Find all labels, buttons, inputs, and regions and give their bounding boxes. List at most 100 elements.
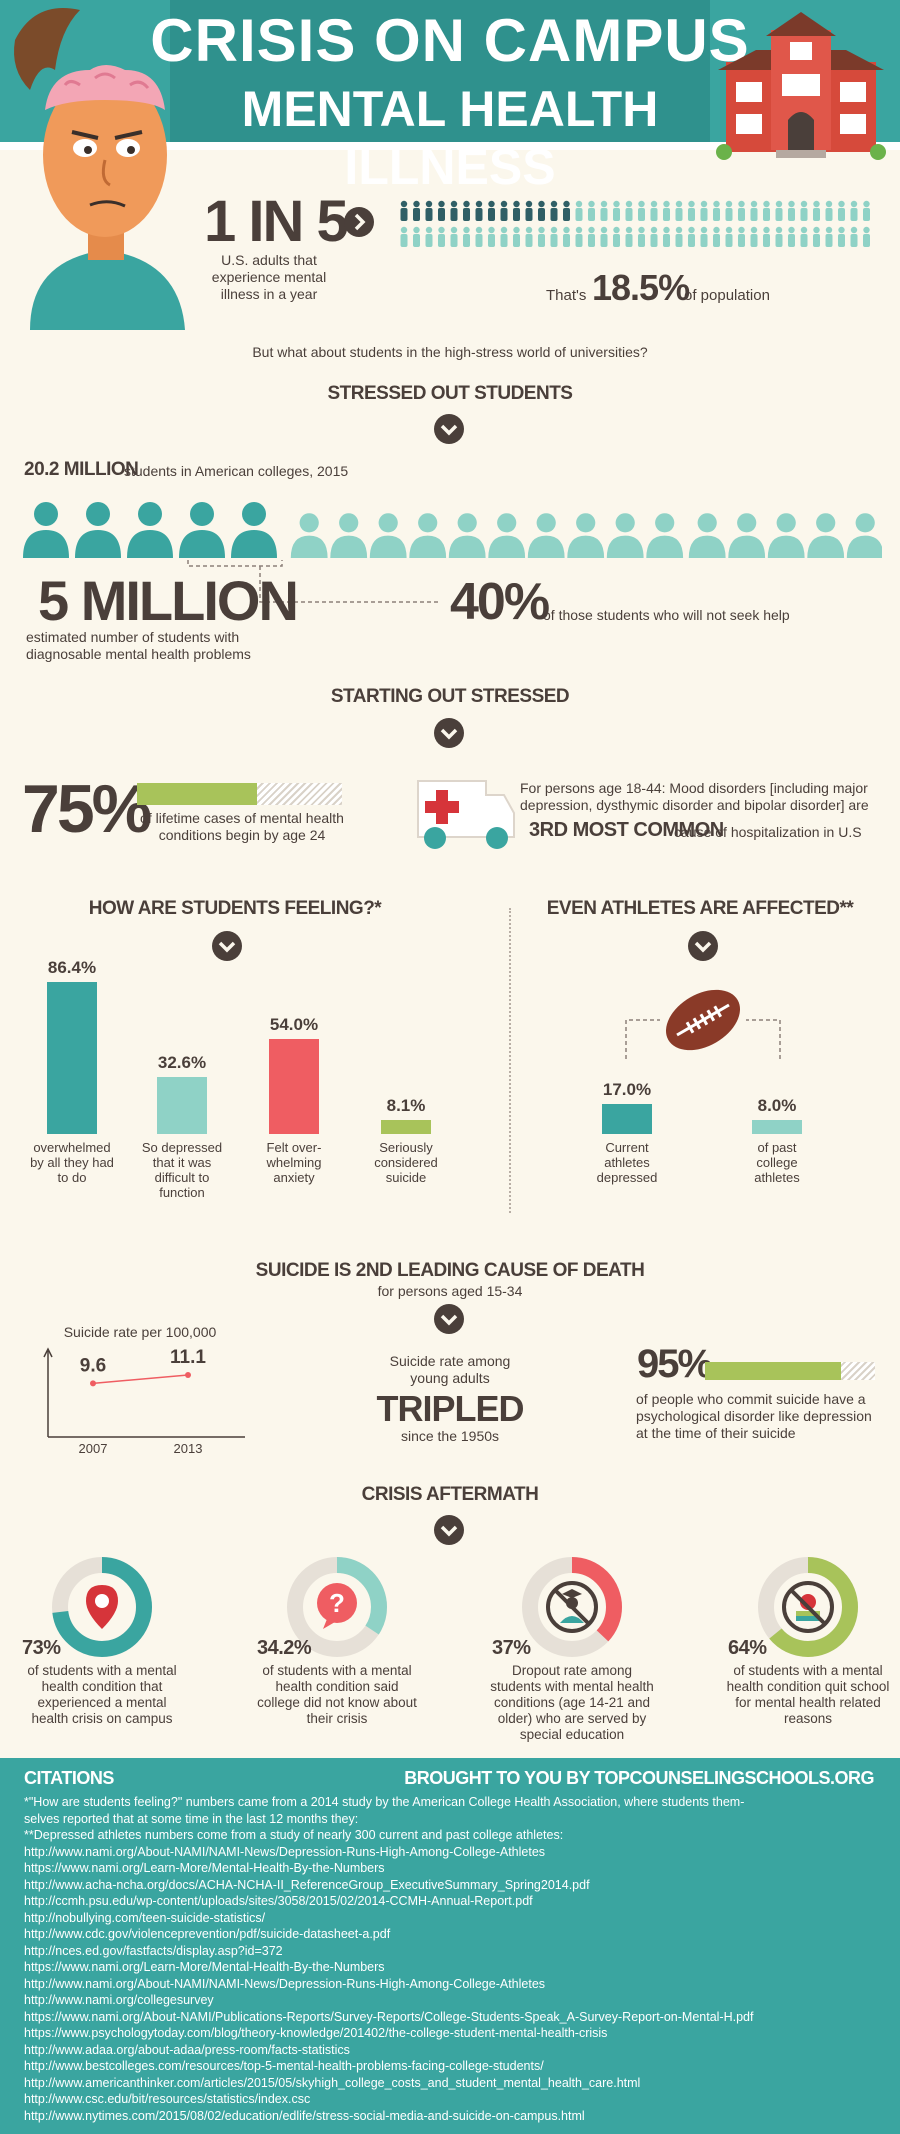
aftermath-description: of students with a mental health conditi… (257, 1663, 417, 1726)
starting-section-title: STARTING OUT STRESSED (330, 686, 570, 707)
person-icon (500, 200, 508, 221)
person-icon (450, 226, 458, 247)
person-icon (400, 226, 408, 247)
feeling-section-title: HOW ARE STUDENTS FEELING?* (88, 898, 382, 919)
person-icon (838, 226, 845, 247)
aftermath-chevron-icon (434, 1515, 464, 1545)
person-icon (525, 226, 533, 247)
person-icon (475, 200, 483, 221)
citation-line[interactable]: http://www.nami.org/About-NAMI/NAMI-News… (24, 1844, 546, 1859)
feeling-bar-value: 86.4% (47, 958, 97, 977)
citation-line[interactable]: http://www.nytimes.com/2015/08/02/educat… (24, 2108, 585, 2123)
person-icon (463, 226, 470, 247)
person-icon (800, 200, 808, 221)
person-icon (775, 226, 783, 247)
student-icon (127, 502, 173, 558)
five-million: 5 MILLION (38, 569, 299, 632)
person-icon (488, 226, 495, 247)
citation-line[interactable]: http://www.csc.edu/bit/resources/statist… (24, 2092, 311, 2106)
citation-line[interactable]: https://www.psychologytoday.com/blog/the… (24, 2026, 608, 2040)
citations-panel (0, 1758, 900, 2134)
header-title-2: MENTAL HEALTH ILLNESS (241, 81, 659, 195)
citation-line[interactable]: https://www.nami.org/About-NAMI/Publicat… (24, 2009, 754, 2024)
person-icon (825, 226, 833, 247)
citation-line[interactable]: http://www.nami.org/About-NAMI/NAMI-News… (24, 1976, 546, 1991)
rate-year-2007: 2007 (79, 1441, 108, 1455)
stressed-student-count: 20.2 MILLION (24, 459, 139, 480)
person-icon (663, 200, 670, 221)
location-pin-icon (86, 1585, 118, 1629)
feeling-bar-chart: 86.4% overwhelmed by all they had to do 32… (0, 0, 500, 1200)
person-icon (813, 226, 820, 247)
ambulance-icon (417, 780, 515, 849)
starting-chevron-icon (434, 718, 464, 748)
suicide-tripled: TRIPLED (376, 1388, 524, 1429)
rate-value-2007: 9.6 (80, 1355, 106, 1376)
feeling-bar-value: 32.6% (157, 1052, 207, 1072)
citation-line[interactable]: https://www.nami.org/Learn-More/Mental-H… (24, 1960, 385, 1974)
student-icon (179, 502, 225, 558)
person-icon (800, 226, 808, 247)
person-icon (538, 200, 545, 221)
citation-line[interactable]: http://www.acha-ncha.org/docs/ACHA-NCHA-… (24, 1877, 590, 1892)
feeling-bar (47, 982, 97, 1134)
citation-line[interactable]: https://www.nami.org/Learn-More/Mental-H… (24, 1861, 385, 1875)
person-icon (725, 226, 733, 247)
student-icon (448, 513, 486, 558)
citation-line[interactable]: http://www.adaa.org/about-adaa/press-roo… (24, 2042, 350, 2057)
student-icon (688, 513, 726, 558)
person-icon (650, 226, 658, 247)
person-icon (850, 200, 858, 221)
rate-value-2013: 11.1 (170, 1347, 206, 1368)
person-icon (513, 226, 520, 247)
aftermath-value: 73% (22, 1637, 61, 1659)
citation-line: selves reported that at some time in the… (24, 1811, 359, 1826)
person-icon (638, 226, 645, 247)
aftermath-donut (52, 1557, 152, 1657)
ninety-five-fill (705, 1362, 841, 1380)
rate-point-2007 (90, 1380, 96, 1387)
person-icon (438, 226, 445, 247)
person-icon (500, 226, 508, 247)
feeling-bar-label: So depressed that it was difficult to fu… (141, 1140, 223, 1200)
citation-line[interactable]: http://ccmh.psu.edu/wp-content/uploads/s… (24, 1894, 533, 1908)
athlete-bar-value: 8.0% (757, 1095, 797, 1115)
citation-line[interactable]: http://www.nami.org/collegesurvey (24, 1993, 214, 2007)
person-icon (413, 200, 420, 221)
person-icon (725, 200, 733, 221)
citation-line[interactable]: http://www.bestcolleges.com/resources/to… (24, 2059, 544, 2073)
aftermath-value: 37% (492, 1637, 531, 1659)
student-icon (290, 513, 328, 558)
citation-line: *"How are students feeling?" numbers cam… (24, 1795, 745, 1809)
person-icon (650, 200, 658, 221)
person-icon (713, 200, 720, 221)
person-icon (738, 226, 745, 247)
forty-percent: 40% (450, 573, 550, 631)
rate-line (92, 1374, 189, 1385)
person-icon (763, 200, 770, 221)
aftermath-description: of students with a mental health conditi… (726, 1663, 890, 1726)
aftermath-value: 64% (728, 1637, 767, 1659)
citation-line[interactable]: http://www.cdc.gov/violenceprevention/pd… (24, 1927, 391, 1941)
aftermath-donut (522, 1557, 622, 1657)
citation-line[interactable]: http://nobullying.com/teen-suicide-stati… (24, 1910, 266, 1925)
aftermath-donut: ? (287, 1557, 387, 1657)
feeling-bar-label: Seriously considered suicide (374, 1140, 438, 1185)
suicide-rate-line-chart: 9.6 11.1 2007 2013 (43, 1347, 245, 1455)
intro-thats-label: That's (546, 287, 587, 304)
student-icon (846, 513, 882, 558)
students-people-icons (23, 502, 882, 558)
person-icon (613, 226, 620, 247)
person-icon (400, 200, 408, 221)
person-icon (688, 226, 695, 247)
person-icon (463, 200, 470, 221)
person-icon (425, 200, 433, 221)
citation-line[interactable]: http://www.americanthinker.com/articles/… (24, 2075, 641, 2090)
suicide-rate-label: Suicide rate per 100,000 (63, 1324, 217, 1340)
feeling-bar (269, 1039, 319, 1134)
student-icon (330, 513, 368, 558)
suicide-since: since the 1950s (400, 1428, 500, 1444)
student-icon (567, 513, 605, 558)
person-icon (863, 226, 870, 247)
citation-line[interactable]: http://nces.ed.gov/fastfacts/display.asp… (24, 1943, 283, 1958)
